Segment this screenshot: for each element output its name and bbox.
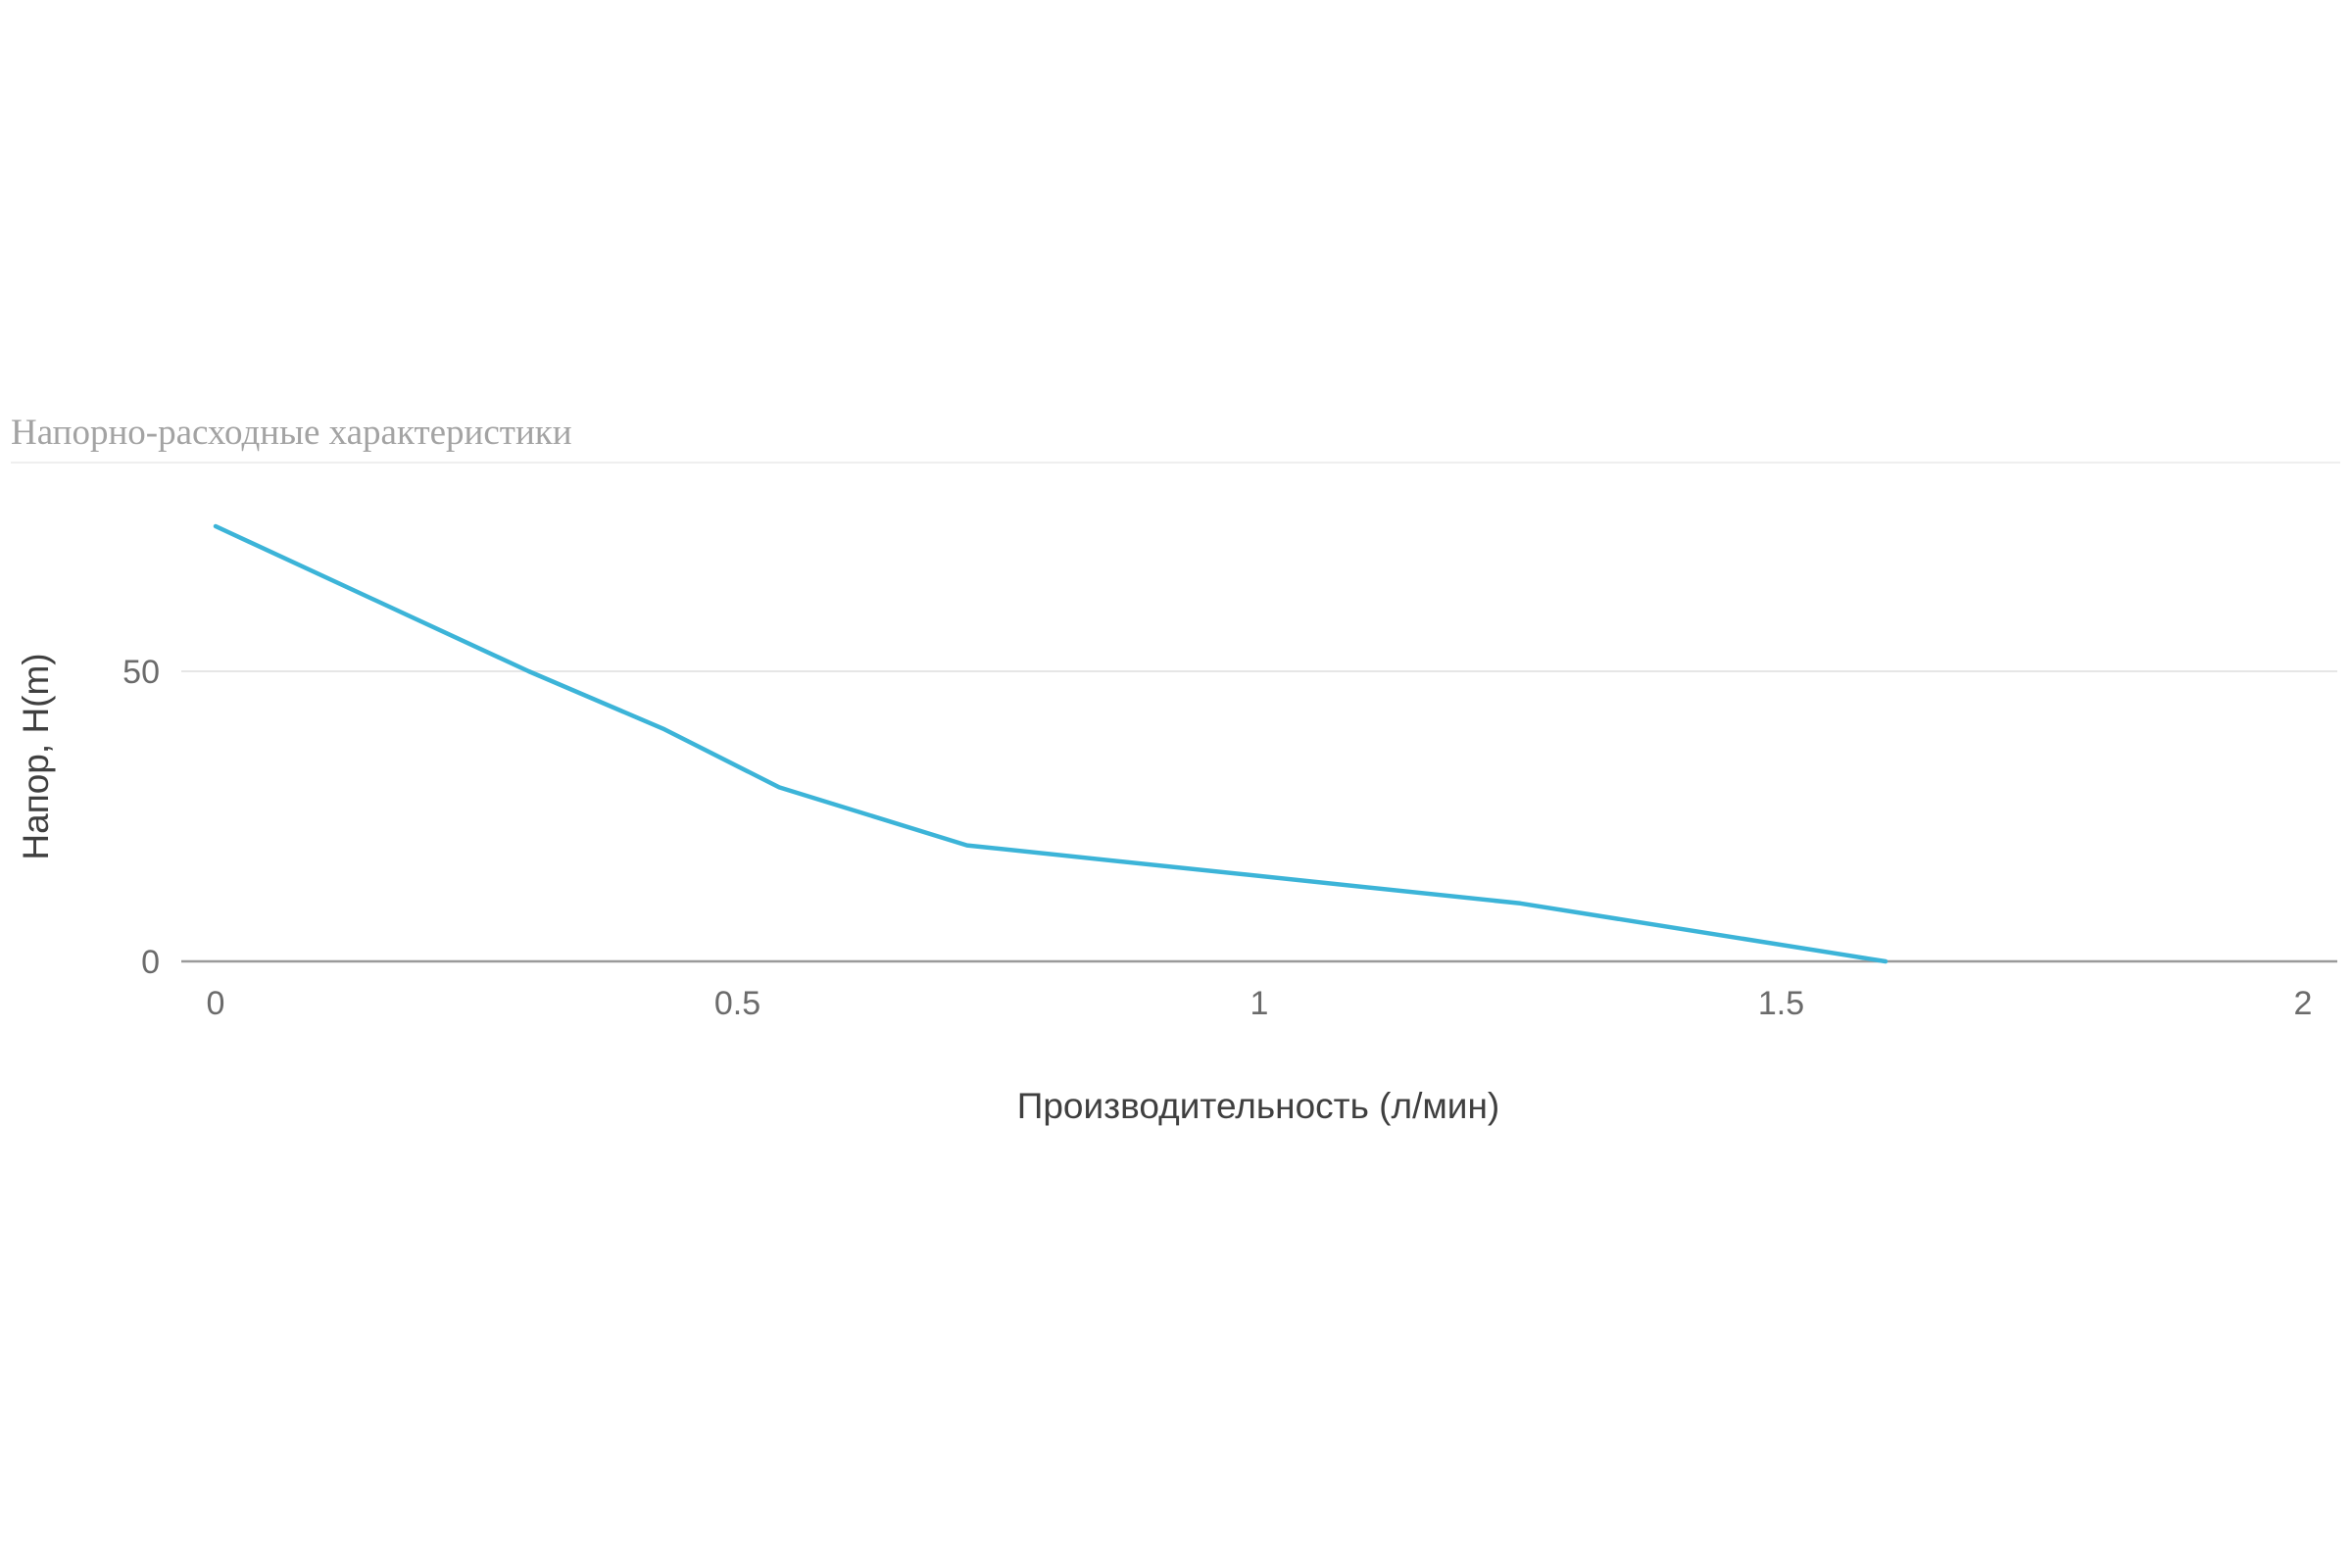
data-point-0-0 [216, 526, 217, 527]
x-tick-label-0: 0 [207, 985, 225, 1022]
x-tick-label-4: 2 [2294, 985, 2313, 1022]
y-tick-label-0: 0 [141, 944, 160, 981]
y-tick-labels: 0 50 [122, 654, 160, 981]
x-tick-label-2: 1 [1250, 985, 1269, 1022]
data-point-0-1 [528, 671, 529, 672]
x-tick-label-3: 1.5 [1758, 985, 1804, 1022]
y-tick-label-1: 50 [122, 654, 160, 691]
data-point-0-5 [1520, 903, 1521, 904]
y-axis-label: Напор, H(m) [16, 653, 56, 859]
chart-title: Напорно-расходные характеристики [11, 413, 572, 453]
data-point-0-3 [779, 787, 780, 788]
data-point-0-2 [663, 729, 664, 730]
x-tick-labels: 0 0.5 1 1.5 2 [207, 985, 2313, 1022]
series-layer [213, 523, 1888, 964]
series-line-0 [213, 523, 1888, 964]
x-tick-label-1: 0.5 [714, 985, 760, 1022]
data-point-0-4 [966, 845, 967, 846]
x-axis-label: Производительность (л/мин) [1017, 1086, 1499, 1126]
